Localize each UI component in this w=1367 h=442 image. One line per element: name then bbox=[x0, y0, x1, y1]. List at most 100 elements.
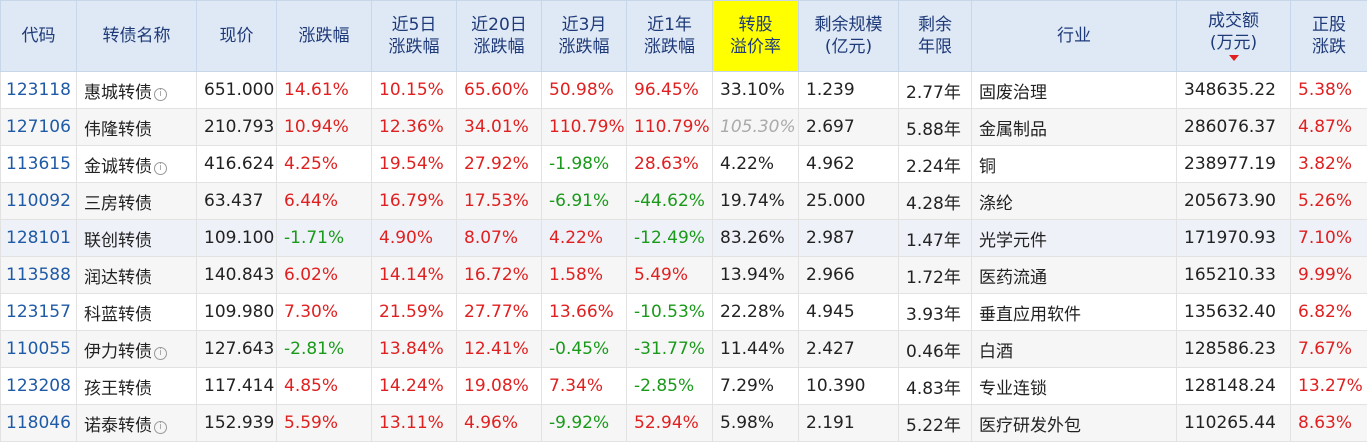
code-cell[interactable]: 127106 bbox=[1, 109, 77, 146]
code-cell[interactable]: 110092 bbox=[1, 183, 77, 220]
change-3m-cell-value: -6.91% bbox=[549, 191, 609, 211]
change-5d-cell: 19.54% bbox=[372, 146, 457, 183]
change-cell-value: 7.30% bbox=[284, 302, 338, 322]
col-years[interactable]: 剩余年限 bbox=[899, 1, 972, 72]
col-20d-change[interactable]: 近20日涨跌幅 bbox=[457, 1, 542, 72]
change-cell: 5.59% bbox=[277, 405, 372, 442]
change-5d-cell-value: 19.54% bbox=[379, 154, 444, 174]
stock-change-cell-value: 5.38% bbox=[1298, 80, 1352, 100]
change-5d-cell: 12.36% bbox=[372, 109, 457, 146]
name-cell[interactable]: 润达转债 bbox=[77, 257, 197, 294]
col-1y-change[interactable]: 近1年涨跌幅 bbox=[627, 1, 713, 72]
name-cell[interactable]: 科蓝转债 bbox=[77, 294, 197, 331]
scale-cell-value: 10.390 bbox=[806, 376, 865, 396]
col-scale-line2: (亿元) bbox=[825, 37, 872, 57]
col-premium[interactable]: 转股溢价率 bbox=[713, 1, 799, 72]
code-cell[interactable]: 113588 bbox=[1, 257, 77, 294]
years-cell: 2.77年 bbox=[899, 72, 972, 109]
years-cell-value: 4.28年 bbox=[906, 194, 961, 214]
volume-cell-value: 171970.93 bbox=[1184, 228, 1276, 248]
premium-cell: 83.26% bbox=[713, 220, 799, 257]
price-cell-value: 117.414 bbox=[204, 376, 274, 396]
scale-cell: 2.987 bbox=[799, 220, 899, 257]
premium-cell-value: 19.74% bbox=[720, 191, 785, 211]
code-cell[interactable]: 128101 bbox=[1, 220, 77, 257]
price-cell-value: 127.643 bbox=[204, 339, 274, 359]
price-cell-value: 140.843 bbox=[204, 265, 274, 285]
col-3m-change[interactable]: 近3月涨跌幅 bbox=[542, 1, 627, 72]
info-icon[interactable]: i bbox=[154, 162, 167, 175]
col-scale[interactable]: 剩余规模(亿元) bbox=[799, 1, 899, 72]
years-cell: 3.93年 bbox=[899, 294, 972, 331]
code-cell[interactable]: 110055 bbox=[1, 331, 77, 368]
price-cell-value: 416.624 bbox=[204, 154, 274, 174]
col-name[interactable]: 转债名称 bbox=[77, 1, 197, 72]
change-1y-cell-value: -10.53% bbox=[634, 302, 705, 322]
change-3m-cell: -0.45% bbox=[542, 331, 627, 368]
volume-cell: 286076.37 bbox=[1177, 109, 1291, 146]
info-icon[interactable]: i bbox=[154, 88, 167, 101]
col-code[interactable]: 代码 bbox=[1, 1, 77, 72]
change-5d-cell-value: 12.36% bbox=[379, 117, 444, 137]
col-20d-line2: 涨跌幅 bbox=[474, 37, 525, 57]
change-5d-cell-value: 13.84% bbox=[379, 339, 444, 359]
change-20d-cell: 27.77% bbox=[457, 294, 542, 331]
name-cell[interactable]: 伟隆转债 bbox=[77, 109, 197, 146]
code-cell[interactable]: 118046 bbox=[1, 405, 77, 442]
code-cell[interactable]: 123118 bbox=[1, 72, 77, 109]
stock-change-cell: 5.26% bbox=[1291, 183, 1367, 220]
price-cell-value: 109.100 bbox=[204, 228, 274, 248]
name-cell[interactable]: 孩王转债 bbox=[77, 368, 197, 405]
change-cell-value: -1.71% bbox=[284, 228, 344, 248]
change-5d-cell-value: 14.14% bbox=[379, 265, 444, 285]
industry-cell-value: 铜 bbox=[979, 157, 996, 177]
change-5d-cell: 13.84% bbox=[372, 331, 457, 368]
years-cell-value: 1.47年 bbox=[906, 231, 961, 251]
change-3m-cell: 110.79% bbox=[542, 109, 627, 146]
price-cell: 109.100 bbox=[197, 220, 277, 257]
change-20d-cell-value: 27.92% bbox=[464, 154, 529, 174]
code-cell[interactable]: 123157 bbox=[1, 294, 77, 331]
col-stock-change[interactable]: 正股涨跌 bbox=[1291, 1, 1367, 72]
years-cell-value: 5.22年 bbox=[906, 416, 961, 436]
premium-cell: 13.94% bbox=[713, 257, 799, 294]
col-price[interactable]: 现价 bbox=[197, 1, 277, 72]
name-cell-value: 惠城转债 bbox=[84, 83, 152, 103]
change-1y-cell: -12.49% bbox=[627, 220, 713, 257]
code-cell[interactable]: 113615 bbox=[1, 146, 77, 183]
industry-cell: 医药流通 bbox=[972, 257, 1177, 294]
code-cell-value: 127106 bbox=[6, 117, 71, 137]
name-cell[interactable]: 联创转债 bbox=[77, 220, 197, 257]
scale-cell-value: 4.945 bbox=[806, 302, 855, 322]
name-cell[interactable]: 三房转债 bbox=[77, 183, 197, 220]
industry-cell-value: 专业连锁 bbox=[979, 379, 1047, 399]
years-cell-value: 4.83年 bbox=[906, 379, 961, 399]
col-change[interactable]: 涨跌幅 bbox=[277, 1, 372, 72]
scale-cell-value: 2.966 bbox=[806, 265, 855, 285]
years-cell: 4.83年 bbox=[899, 368, 972, 405]
change-1y-cell: 110.79% bbox=[627, 109, 713, 146]
change-cell: 6.44% bbox=[277, 183, 372, 220]
code-cell[interactable]: 123208 bbox=[1, 368, 77, 405]
info-icon[interactable]: i bbox=[154, 421, 167, 434]
col-5d-change[interactable]: 近5日涨跌幅 bbox=[372, 1, 457, 72]
info-icon[interactable]: i bbox=[154, 347, 167, 360]
col-industry[interactable]: 行业 bbox=[972, 1, 1177, 72]
scale-cell-value: 2.191 bbox=[806, 413, 855, 433]
industry-cell: 垂直应用软件 bbox=[972, 294, 1177, 331]
col-volume[interactable]: 成交额(万元) bbox=[1177, 1, 1291, 72]
